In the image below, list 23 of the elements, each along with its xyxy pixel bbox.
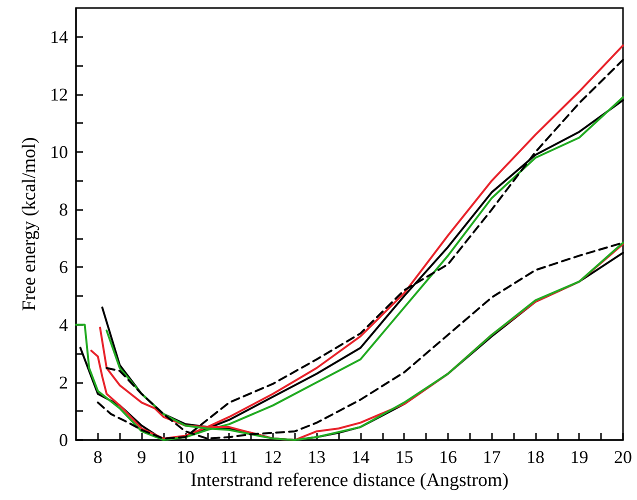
x-tick-label: 16 xyxy=(438,447,457,467)
y-tick-label: 8 xyxy=(59,200,68,220)
y-tick-label: 14 xyxy=(50,26,68,47)
x-tick-label: 8 xyxy=(93,447,102,467)
x-tick-label: 17 xyxy=(482,447,501,467)
y-tick-label: 10 xyxy=(50,142,68,162)
x-tick-label: 13 xyxy=(308,447,326,467)
x-axis-title: Interstrand reference distance (Angstrom) xyxy=(190,470,509,491)
x-tick-label: 12 xyxy=(264,447,282,467)
y-tick-label: 6 xyxy=(59,257,68,278)
x-tick-label: 11 xyxy=(220,447,238,467)
x-tick-label: 14 xyxy=(351,447,370,467)
y-tick-label: 2 xyxy=(59,372,68,392)
y-axis-title: Free energy (kcal/mol) xyxy=(19,137,40,311)
x-tick-label: 19 xyxy=(570,447,588,467)
x-tick-label: 18 xyxy=(526,447,544,467)
y-tick-label: 12 xyxy=(50,84,68,104)
x-tick-label: 9 xyxy=(137,447,146,467)
y-tick-label: 4 xyxy=(59,314,68,335)
y-tick-label: 0 xyxy=(59,430,68,450)
x-tick-label: 20 xyxy=(614,447,632,467)
x-tick-label: 10 xyxy=(176,447,194,467)
x-tick-label: 15 xyxy=(395,447,414,467)
